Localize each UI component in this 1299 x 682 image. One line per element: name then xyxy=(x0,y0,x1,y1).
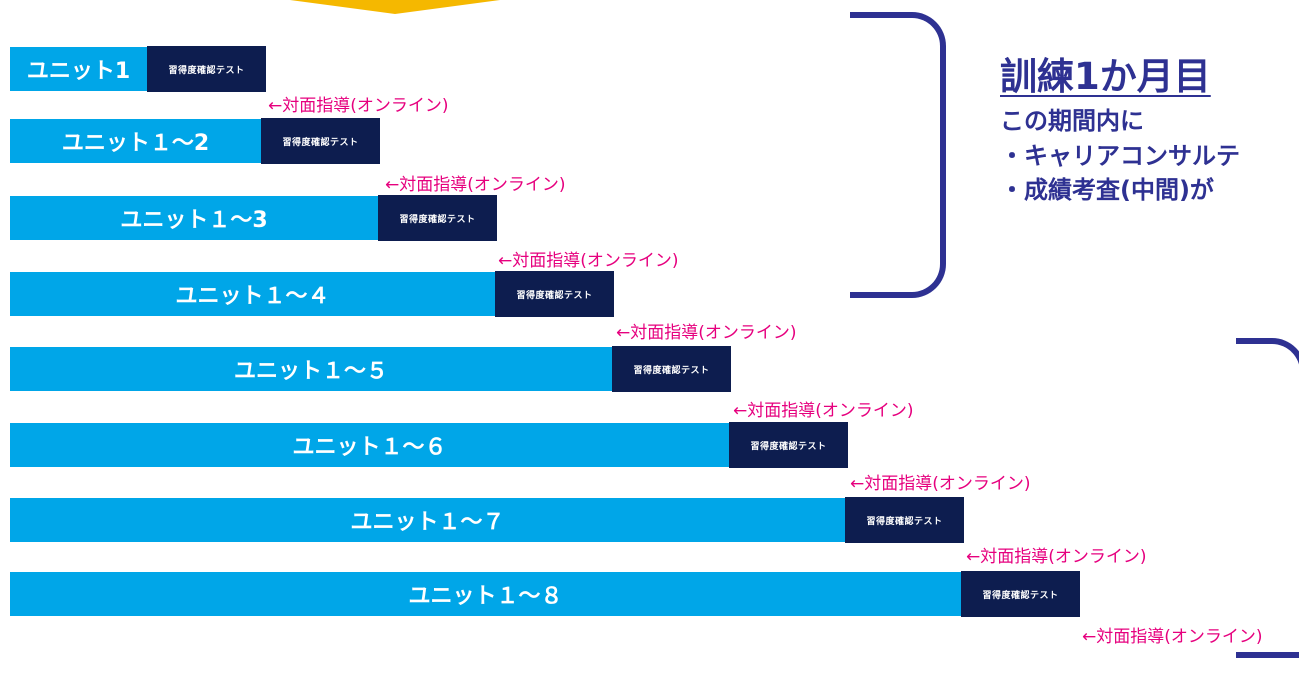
unit-bar-3: ユニット１～3 xyxy=(10,196,378,240)
unit-bar-2: ユニット１～2 xyxy=(10,119,261,163)
panel-title: 訓練1か月目 xyxy=(1000,55,1211,98)
guidance-note-2: ←対面指導(オンライン) xyxy=(385,175,566,195)
test-block-5: 習得度確認テスト xyxy=(612,346,731,392)
month1-bracket xyxy=(850,12,946,298)
month2-bracket-top xyxy=(1236,338,1299,418)
unit-label: ユニット１～７ xyxy=(350,510,505,535)
test-label: 習得度確認テスト xyxy=(866,516,943,527)
unit-label: ユニット１～４ xyxy=(175,284,330,309)
guidance-note-6: ←対面指導(オンライン) xyxy=(850,474,1031,494)
test-label: 習得度確認テスト xyxy=(399,214,476,225)
test-label: 習得度確認テスト xyxy=(168,65,245,76)
unit-label: ユニット１～６ xyxy=(292,435,447,460)
panel-line-2: ・キャリアコンサルテ xyxy=(1000,142,1240,170)
unit-bar-4: ユニット１～４ xyxy=(10,272,495,316)
guidance-note-8: ←対面指導(オンライン) xyxy=(1082,627,1263,647)
test-block-2: 習得度確認テスト xyxy=(261,118,380,164)
unit-label: ユニット１～５ xyxy=(233,359,388,384)
unit-bar-6: ユニット１～６ xyxy=(10,423,729,467)
test-block-1: 習得度確認テスト xyxy=(147,46,266,92)
unit-label: ユニット１～3 xyxy=(120,208,268,233)
panel-line-1: この期間内に xyxy=(1000,107,1144,135)
test-label: 習得度確認テスト xyxy=(516,290,593,301)
month2-bracket-bottom xyxy=(1236,652,1299,682)
guidance-note-5: ←対面指導(オンライン) xyxy=(733,401,914,421)
guidance-note-1: ←対面指導(オンライン) xyxy=(268,96,449,116)
test-block-4: 習得度確認テスト xyxy=(495,271,614,317)
test-block-7: 習得度確認テスト xyxy=(845,497,964,543)
top-arrow-icon xyxy=(290,0,500,14)
guidance-note-7: ←対面指導(オンライン) xyxy=(966,547,1147,567)
unit-label: ユニット１～８ xyxy=(408,584,563,609)
test-label: 習得度確認テスト xyxy=(282,137,359,148)
unit-bar-7: ユニット１～７ xyxy=(10,498,845,542)
panel-line-3: ・成績考査(中間)が xyxy=(1000,176,1214,204)
unit-label: ユニット１～2 xyxy=(61,131,210,156)
test-label: 習得度確認テスト xyxy=(633,365,710,376)
test-block-6: 習得度確認テスト xyxy=(729,422,848,468)
test-label: 習得度確認テスト xyxy=(982,590,1059,601)
unit-label: ユニット1 xyxy=(26,59,131,84)
guidance-note-3: ←対面指導(オンライン) xyxy=(498,251,679,271)
test-block-8: 習得度確認テスト xyxy=(961,571,1080,617)
unit-bar-1: ユニット1 xyxy=(10,47,147,91)
test-label: 習得度確認テスト xyxy=(750,441,827,452)
unit-bar-5: ユニット１～５ xyxy=(10,347,612,391)
unit-bar-8: ユニット１～８ xyxy=(10,572,961,616)
guidance-note-4: ←対面指導(オンライン) xyxy=(616,323,797,343)
test-block-3: 習得度確認テスト xyxy=(378,195,497,241)
